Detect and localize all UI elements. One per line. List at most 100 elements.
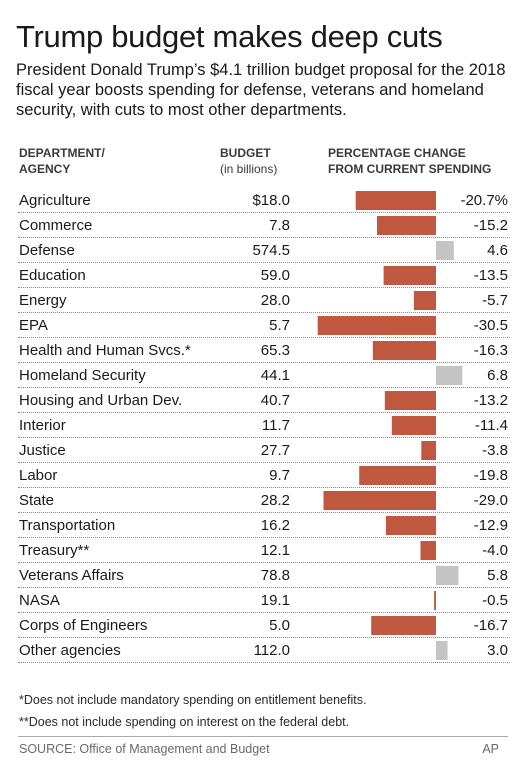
bar-positive (436, 241, 454, 260)
row-department: EPA (19, 317, 48, 334)
row-bar-area (317, 316, 436, 335)
bar-negative (434, 591, 436, 610)
row-percentage-change: -13.2 (473, 392, 508, 409)
row-department: Agriculture (19, 192, 91, 209)
bar-positive (436, 366, 463, 385)
bar-negative (383, 266, 436, 285)
row-budget: 59.0 (260, 267, 290, 284)
row-percentage-change: 3.0 (487, 642, 508, 659)
table-row: Labor 9.7 -19.8 (18, 463, 510, 488)
table-row: Housing and Urban Dev. 40.7 -13.2 (18, 388, 510, 413)
bar-positive (436, 566, 459, 585)
row-department: Interior (19, 417, 66, 434)
table-row: Corps of Engineers 5.0 -16.7 (18, 613, 510, 638)
data-table: Agriculture $18.0 -20.7% Commerce 7.8 -15.2 De… (18, 188, 510, 663)
row-department: Commerce (19, 217, 93, 234)
row-budget: 112.0 (253, 642, 290, 659)
row-percentage-change: -19.8 (473, 467, 508, 484)
row-percentage-change: -16.7 (473, 617, 508, 634)
row-department: Corps of Engineers (19, 617, 148, 634)
row-percentage-change: -13.5 (473, 267, 508, 284)
row-budget: 11.7 (261, 417, 290, 434)
table-row: Veterans Affairs 78.8 5.8 (18, 563, 510, 588)
header-pct-line1: PERCENTAGE CHANGE (328, 146, 466, 160)
header-department-line1: DEPARTMENT/ (19, 146, 105, 160)
bar-negative (372, 341, 436, 360)
row-department: Other agencies (19, 642, 121, 659)
credit-line: AP (482, 742, 499, 756)
row-percentage-change: -11.4 (474, 417, 508, 434)
table-row: Defense 574.5 4.6 (18, 238, 510, 263)
table-row: Transportation 16.2 -12.9 (18, 513, 510, 538)
bar-negative (371, 616, 436, 635)
row-budget: 16.2 (260, 517, 290, 534)
table-row: Treasury** 12.1 -4.0 (18, 538, 510, 563)
row-department: Education (19, 267, 86, 284)
row-budget: 44.1 (260, 367, 290, 384)
table-row: Other agencies 112.0 3.0 (18, 638, 510, 663)
row-percentage-change: -12.9 (473, 517, 508, 534)
bar-negative (384, 391, 436, 410)
row-department: Transportation (19, 517, 116, 534)
row-percentage-change: -0.5 (482, 592, 508, 609)
row-department: Veterans Affairs (19, 567, 124, 584)
row-percentage-change: -3.8 (482, 442, 508, 459)
row-budget: 78.8 (260, 567, 290, 584)
row-department: Labor (19, 467, 58, 484)
table-row: Commerce 7.8 -15.2 (18, 213, 510, 238)
footnote-1: *Does not include mandatory spending on … (19, 693, 367, 707)
row-percentage-change: -4.0 (482, 542, 508, 559)
header-budget-line2: (in billions) (220, 162, 278, 176)
header-budget: BUDGET (in billions) (220, 145, 320, 177)
row-department: Energy (19, 292, 67, 309)
row-budget: 40.7 (260, 392, 290, 409)
bar-negative (421, 441, 436, 460)
table-row: Interior 11.7 -11.4 (18, 413, 510, 438)
bar-negative (391, 416, 436, 435)
footer-divider (18, 736, 508, 737)
row-percentage-change: -15.2 (473, 217, 508, 234)
row-budget: 12.1 (260, 542, 290, 559)
row-percentage-change: -29.0 (473, 492, 508, 509)
row-budget: 5.7 (269, 317, 290, 334)
row-department: State (19, 492, 55, 509)
bar-negative (385, 516, 436, 535)
bar-negative (317, 316, 436, 335)
row-percentage-change: 5.8 (487, 567, 508, 584)
table-row: Homeland Security 44.1 6.8 (18, 363, 510, 388)
row-department: Health and Human Svcs.* (19, 342, 191, 359)
header-budget-line1: BUDGET (220, 146, 271, 160)
header-department: DEPARTMENT/ AGENCY (19, 145, 139, 177)
row-budget: 574.5 (252, 242, 290, 259)
bar-negative (420, 541, 436, 560)
table-row: NASA 19.1 -0.5 (18, 588, 510, 613)
row-budget: 28.0 (260, 292, 290, 309)
bar-negative (377, 216, 436, 235)
table-row: Agriculture $18.0 -20.7% (18, 188, 510, 213)
row-budget: 9.7 (269, 467, 290, 484)
bar-negative (323, 491, 436, 510)
row-percentage-change: -16.3 (473, 342, 508, 359)
row-percentage-change: 6.8 (487, 367, 508, 384)
row-bar-area (359, 466, 436, 485)
row-budget: 5.0 (269, 617, 290, 634)
bar-positive (436, 641, 448, 660)
row-budget: 65.3 (260, 342, 290, 359)
chart-title: Trump budget makes deep cuts (16, 19, 443, 54)
row-budget: 19.1 (260, 592, 290, 609)
table-row: EPA 5.7 -30.5 (18, 313, 510, 338)
bar-negative (355, 191, 436, 210)
table-row: State 28.2 -29.0 (18, 488, 510, 513)
source-line: SOURCE: Office of Management and Budget (19, 742, 270, 756)
table-row: Education 59.0 -13.5 (18, 263, 510, 288)
header-department-line2: AGENCY (19, 162, 71, 176)
bar-negative (359, 466, 436, 485)
header-percentage-change: PERCENTAGE CHANGE FROM CURRENT SPENDING (328, 145, 513, 177)
row-department: NASA (19, 592, 60, 609)
table-row: Justice 27.7 -3.8 (18, 438, 510, 463)
row-department: Housing and Urban Dev. (19, 392, 183, 409)
row-department: Treasury** (19, 542, 90, 559)
header-pct-line2: FROM CURRENT SPENDING (328, 162, 492, 176)
table-row: Energy 28.0 -5.7 (18, 288, 510, 313)
